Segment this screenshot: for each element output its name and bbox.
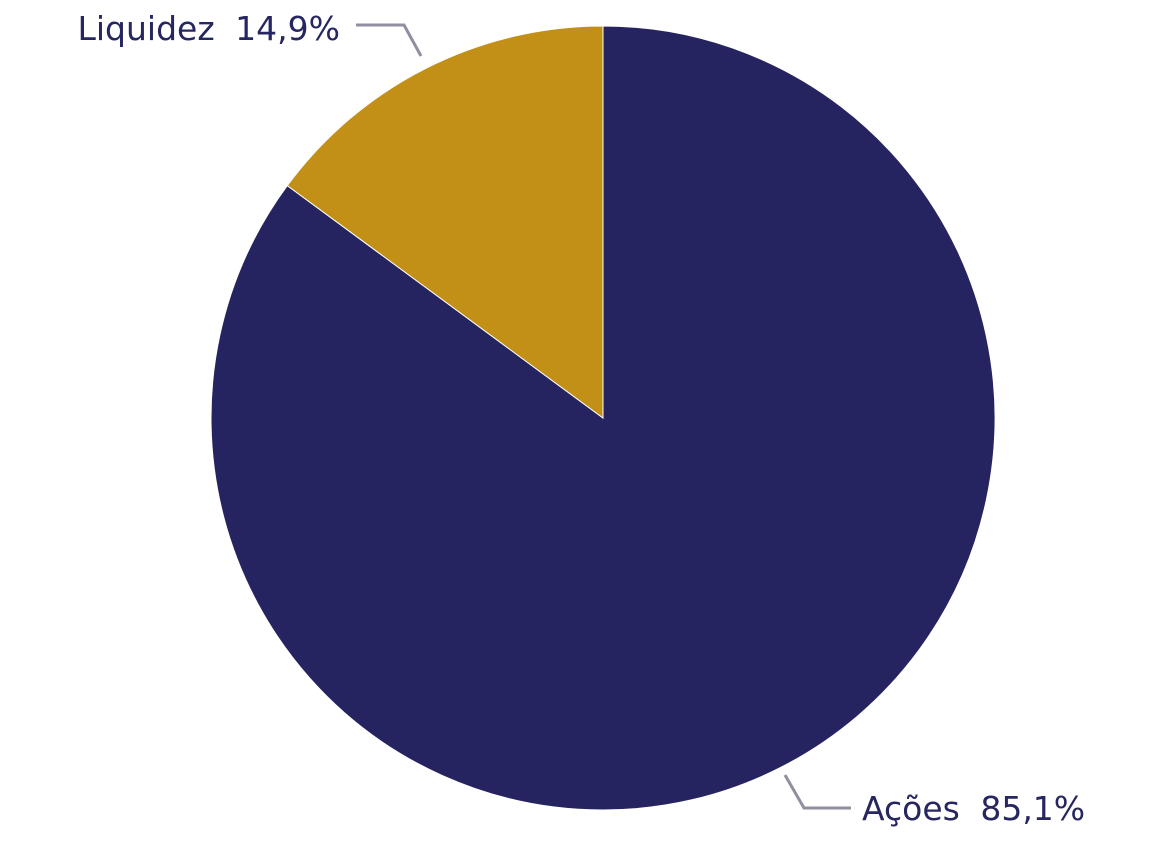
slice-label-liquidez-name: Liquidez: [78, 9, 215, 48]
slice-label-acoes-name: Ações: [862, 789, 960, 828]
slice-label-liquidez-value: 14,9%: [235, 9, 340, 48]
slice-label-acoes-text: Ações 85,1%: [862, 789, 1085, 828]
slice-label-acoes-value: 85,1%: [980, 789, 1085, 828]
slice-label-liquidez: Liquidez 14,9%: [78, 9, 423, 57]
leader-line-liquidez: [356, 23, 423, 57]
leader-line-acoes: [783, 774, 851, 810]
pie-slices: [210, 25, 996, 811]
pie-slice-liquidez: [286, 25, 604, 419]
slice-label-acoes: Ações 85,1%: [783, 774, 1085, 828]
slice-label-liquidez-text: Liquidez 14,9%: [78, 9, 341, 48]
